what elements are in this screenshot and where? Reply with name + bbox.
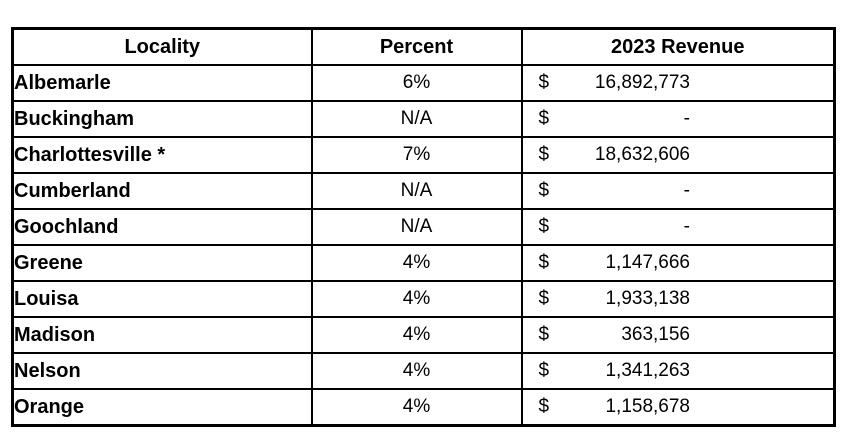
locality-cell: Louisa — [11, 280, 313, 318]
table-body: Albemarle 6% $16,892,773 Buckingham N/A $ - Cha… — [11, 64, 836, 427]
revenue-accounting-wrap: $18,632,606 — [524, 144, 833, 166]
revenue-amount: - — [683, 216, 690, 237]
revenue-accounting-wrap: $16,892,773 — [524, 72, 833, 94]
table-row: Greene 4% $1,147,666 — [11, 244, 836, 282]
percent-cell: 4% — [310, 280, 523, 318]
currency-symbol: $ — [538, 360, 550, 381]
revenue-accounting-wrap: $ - — [524, 180, 833, 202]
column-header-revenue: 2023 Revenue — [520, 27, 836, 66]
revenue-cell: $1,341,263 — [520, 352, 836, 390]
locality-cell: Goochland — [11, 208, 313, 246]
revenue-accounting-wrap: $1,147,666 — [524, 252, 833, 274]
table-row: Charlottesville * 7% $18,632,606 — [11, 136, 836, 174]
locality-cell: Nelson — [11, 352, 313, 390]
percent-cell: N/A — [310, 208, 523, 246]
currency-symbol: $ — [538, 144, 550, 165]
revenue-amount: 363,156 — [621, 324, 690, 345]
locality-cell: Albemarle — [11, 64, 313, 102]
percent-cell: 4% — [310, 316, 523, 354]
table-row: Cumberland N/A $ - — [11, 172, 836, 210]
revenue-cell: $18,632,606 — [520, 136, 836, 174]
revenue-amount: 1,147,666 — [605, 252, 690, 273]
revenue-cell: $1,933,138 — [520, 280, 836, 318]
percent-cell: 4% — [310, 388, 523, 427]
revenue-cell: $ - — [520, 172, 836, 210]
percent-cell: N/A — [310, 100, 523, 138]
table-row: Orange 4% $1,158,678 — [11, 388, 836, 427]
revenue-cell: $1,147,666 — [520, 244, 836, 282]
revenue-accounting-wrap: $1,341,263 — [524, 360, 833, 382]
revenue-cell: $363,156 — [520, 316, 836, 354]
locality-cell: Buckingham — [11, 100, 313, 138]
percent-cell: 4% — [310, 244, 523, 282]
header-row: Locality Percent 2023 Revenue — [11, 27, 836, 66]
locality-cell: Cumberland — [11, 172, 313, 210]
table-row: Madison 4% $363,156 — [11, 316, 836, 354]
currency-symbol: $ — [538, 396, 550, 417]
table-row: Buckingham N/A $ - — [11, 100, 836, 138]
table-row: Albemarle 6% $16,892,773 — [11, 64, 836, 102]
table-row: Nelson 4% $1,341,263 — [11, 352, 836, 390]
revenue-cell: $16,892,773 — [520, 64, 836, 102]
locality-cell: Orange — [11, 388, 313, 427]
column-header-locality: Locality — [11, 27, 313, 66]
revenue-amount: 1,933,138 — [605, 288, 690, 309]
percent-cell: N/A — [310, 172, 523, 210]
revenue-cell: $ - — [520, 100, 836, 138]
column-header-percent: Percent — [310, 27, 523, 66]
table-row: Louisa 4% $1,933,138 — [11, 280, 836, 318]
revenue-amount: 1,158,678 — [605, 396, 690, 417]
revenue-cell: $ - — [520, 208, 836, 246]
revenue-cell: $1,158,678 — [520, 388, 836, 427]
revenue-amount: 1,341,263 — [605, 360, 690, 381]
currency-symbol: $ — [538, 180, 550, 201]
currency-symbol: $ — [538, 72, 550, 93]
currency-symbol: $ — [538, 324, 550, 345]
revenue-amount: - — [683, 108, 690, 129]
currency-symbol: $ — [538, 288, 550, 309]
percent-cell: 6% — [310, 64, 523, 102]
locality-cell: Madison — [11, 316, 313, 354]
currency-symbol: $ — [538, 216, 550, 237]
table-row: Goochland N/A $ - — [11, 208, 836, 246]
revenue-accounting-wrap: $363,156 — [524, 324, 833, 346]
currency-symbol: $ — [538, 108, 550, 129]
revenue-accounting-wrap: $1,933,138 — [524, 288, 833, 310]
revenue-amount: - — [683, 180, 690, 201]
locality-cell: Greene — [11, 244, 313, 282]
revenue-accounting-wrap: $ - — [524, 108, 833, 130]
locality-cell: Charlottesville * — [11, 136, 313, 174]
currency-symbol: $ — [538, 252, 550, 273]
revenue-amount: 18,632,606 — [594, 144, 690, 165]
percent-cell: 7% — [310, 136, 523, 174]
revenue-accounting-wrap: $ - — [524, 216, 833, 238]
revenue-table: Locality Percent 2023 Revenue Albemarle 6… — [11, 27, 836, 427]
revenue-amount: 16,892,773 — [594, 72, 690, 93]
percent-cell: 4% — [310, 352, 523, 390]
revenue-accounting-wrap: $1,158,678 — [524, 396, 833, 418]
